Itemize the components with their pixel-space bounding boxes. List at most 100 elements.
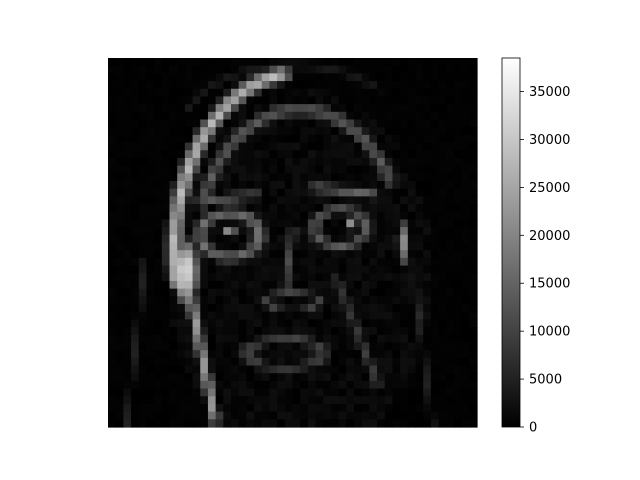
heatmap-cell	[200, 250, 209, 259]
heatmap-cell	[231, 234, 240, 244]
heatmap-cell	[238, 296, 247, 305]
heatmap-cell	[215, 242, 224, 251]
heatmap-cell	[238, 65, 247, 74]
heatmap-cell	[369, 419, 378, 428]
heatmap-cell	[369, 396, 378, 405]
heatmap-cell	[461, 188, 470, 197]
heatmap-cell	[223, 388, 232, 397]
heatmap-cell	[146, 257, 155, 267]
heatmap-cell	[115, 365, 124, 374]
heatmap-cell	[315, 396, 324, 405]
heatmap-cell	[146, 342, 155, 351]
heatmap-cell	[215, 350, 224, 359]
heatmap-cell	[161, 365, 171, 374]
heatmap-cell	[192, 157, 201, 167]
heatmap-cell	[430, 181, 440, 190]
heatmap-cell	[277, 357, 286, 367]
heatmap-cell	[200, 365, 209, 374]
heatmap-cell	[169, 127, 178, 136]
heatmap-cell	[423, 134, 432, 144]
heatmap-cell	[415, 250, 424, 259]
heatmap-cell	[400, 288, 409, 297]
heatmap-cell	[330, 319, 340, 328]
heatmap-cell	[407, 242, 417, 251]
heatmap-cell	[315, 319, 324, 328]
heatmap-cell	[330, 73, 340, 82]
heatmap-cell	[377, 396, 386, 405]
heatmap-cell	[307, 380, 317, 390]
heatmap-cell	[407, 88, 417, 98]
heatmap-cell	[154, 265, 163, 274]
heatmap-cell	[284, 173, 294, 182]
heatmap-cell	[407, 173, 417, 182]
heatmap-cell	[407, 319, 417, 328]
heatmap-cell	[123, 280, 132, 290]
heatmap-cell	[423, 411, 432, 420]
heatmap-cell	[400, 304, 409, 313]
heatmap-cell	[415, 242, 424, 251]
heatmap-cell	[207, 250, 217, 259]
heatmap-cell	[300, 296, 309, 305]
heatmap-cell	[315, 403, 324, 413]
heatmap-cell	[192, 65, 201, 74]
heatmap-cell	[323, 396, 332, 405]
heatmap-cell	[169, 311, 178, 320]
heatmap-cell	[400, 173, 409, 182]
heatmap-cell	[254, 88, 263, 98]
heatmap-cell	[315, 250, 324, 259]
heatmap-cell	[446, 419, 455, 428]
heatmap-cell	[108, 280, 117, 290]
heatmap-cell	[261, 111, 271, 121]
heatmap-cell	[354, 96, 363, 105]
heatmap-cell	[392, 319, 401, 328]
heatmap-cell	[323, 265, 332, 274]
heatmap-cell	[161, 388, 171, 397]
heatmap-cell	[177, 211, 186, 221]
heatmap-cell	[261, 288, 271, 297]
heatmap-cell	[307, 257, 317, 267]
heatmap-cell	[338, 265, 347, 274]
heatmap-cell	[231, 65, 240, 74]
heatmap-cell	[438, 219, 447, 228]
heatmap-cell	[223, 204, 232, 213]
heatmap-cell	[108, 58, 117, 67]
heatmap-cell	[361, 196, 370, 205]
heatmap-cell	[369, 311, 378, 320]
heatmap-cell	[300, 127, 309, 136]
heatmap-cell	[300, 419, 309, 428]
heatmap-cell	[200, 165, 209, 174]
heatmap-cell	[238, 58, 247, 67]
heatmap-cell	[338, 234, 347, 244]
heatmap-cell	[446, 388, 455, 397]
heatmap-cell	[154, 234, 163, 244]
heatmap-cell	[215, 365, 224, 374]
heatmap-cell	[231, 296, 240, 305]
heatmap-cell	[438, 119, 447, 128]
heatmap-cell	[207, 396, 217, 405]
heatmap-cell	[231, 150, 240, 159]
heatmap-cell	[453, 104, 463, 113]
heatmap-cell	[215, 311, 224, 320]
heatmap-cell	[430, 234, 440, 244]
heatmap-cell	[330, 380, 340, 390]
heatmap-cell	[238, 157, 247, 167]
heatmap-cell	[315, 134, 324, 144]
heatmap-cell	[254, 419, 263, 428]
heatmap-cell	[261, 104, 271, 113]
heatmap-cell	[369, 365, 378, 374]
heatmap-cell	[469, 334, 478, 344]
heatmap-cell	[207, 327, 217, 336]
heatmap-cell	[346, 227, 355, 236]
heatmap-cell	[300, 173, 309, 182]
heatmap-cell	[115, 81, 124, 90]
heatmap-cell	[177, 273, 186, 282]
heatmap-cell	[246, 319, 255, 328]
heatmap-cell	[284, 403, 294, 413]
heatmap-cell	[307, 157, 317, 167]
heatmap-cell	[400, 403, 409, 413]
heatmap-cell	[392, 88, 401, 98]
heatmap-cell	[461, 119, 470, 128]
heatmap-cell	[131, 242, 140, 251]
heatmap-cell	[146, 81, 155, 90]
heatmap-cell	[123, 96, 132, 105]
